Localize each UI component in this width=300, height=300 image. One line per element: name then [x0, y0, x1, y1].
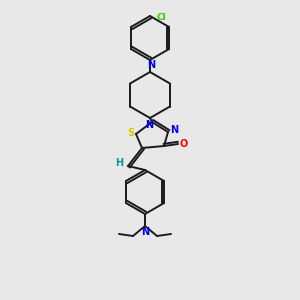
Text: N: N: [170, 125, 178, 135]
Text: H: H: [115, 158, 123, 168]
Text: S: S: [127, 128, 134, 138]
Text: Cl: Cl: [156, 13, 166, 22]
Text: O: O: [180, 139, 188, 149]
Text: N: N: [141, 227, 149, 237]
Text: N: N: [145, 120, 153, 130]
Text: N: N: [147, 60, 155, 70]
